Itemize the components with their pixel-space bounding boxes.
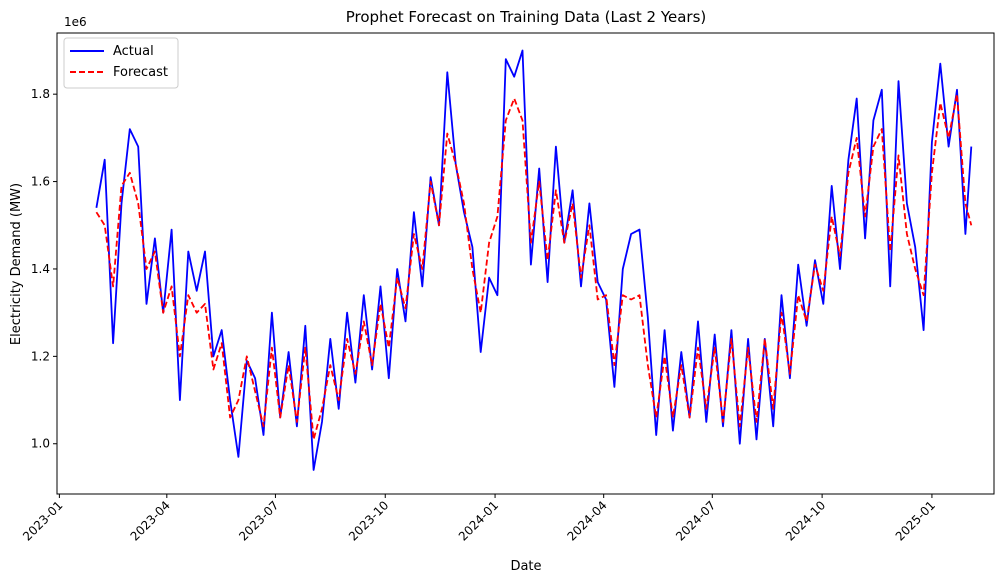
legend-forecast-label: Forecast [113,65,168,80]
y-tick-label: 1.2 [31,349,50,363]
y-tick-label: 1.6 [31,175,50,189]
plot-lines [95,49,973,471]
y-axis-title: Electricity Demand (MW) [9,183,24,345]
plot-frame [56,32,995,495]
y-offset-label: 1e6 [64,15,87,29]
legend-actual-label: Actual [113,44,154,59]
chart-title: Prophet Forecast on Training Data (Last … [346,8,707,26]
y-axis: 1.0 1.2 1.4 1.6 1.8 [31,87,57,451]
series-line-forecast [95,93,973,441]
y-tick-label: 1.4 [31,262,50,276]
y-tick-label: 1.0 [31,437,50,451]
legend: Actual Forecast [63,37,179,89]
x-axis-title: Date [510,559,541,574]
y-tick-label: 1.8 [31,87,50,101]
